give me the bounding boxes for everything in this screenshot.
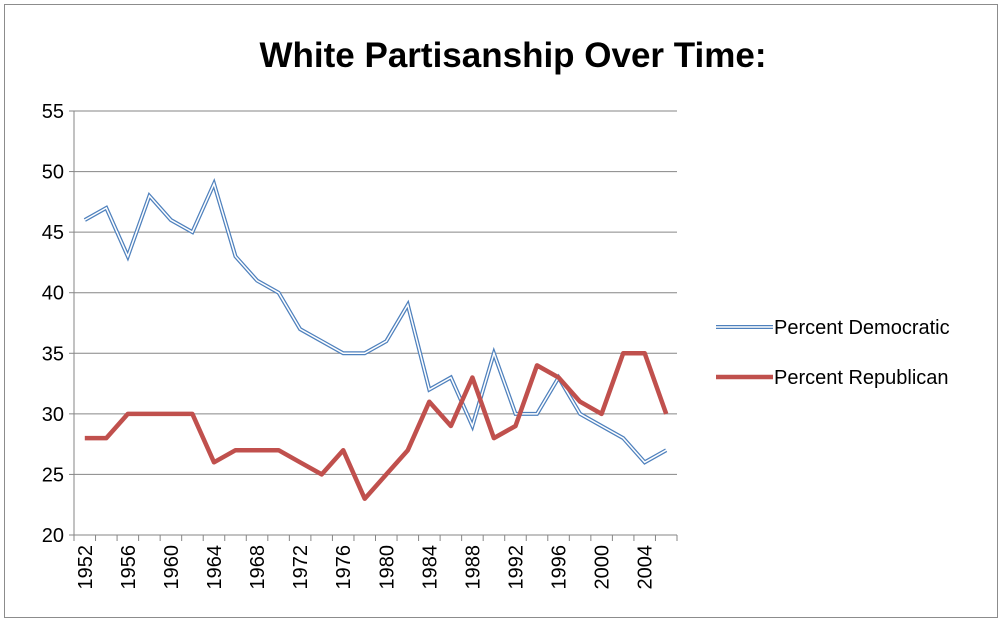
x-tick-label: 1996 (549, 545, 571, 590)
y-tick-label: 40 (42, 283, 64, 305)
x-tick-label: 1988 (462, 545, 484, 590)
series-democratic-line (83, 177, 668, 465)
chart-title: White Partisanship Over Time: (260, 36, 767, 75)
x-tick-label: 2004 (635, 545, 657, 590)
y-tick-label: 20 (42, 525, 64, 547)
chart-frame: White Partisanship Over Time: 20 25 30 35 40… (4, 4, 998, 618)
legend-label: Percent Democratic (774, 317, 950, 339)
y-tick-label: 55 (42, 101, 64, 123)
x-tick-label: 1964 (204, 545, 226, 590)
legend-item: Percent Republican (716, 367, 949, 389)
y-tick-label: 30 (42, 404, 64, 426)
legend-item: Percent Democratic (716, 317, 950, 339)
y-tick-label: 35 (42, 343, 64, 365)
x-tick-label: 1980 (376, 545, 398, 590)
line-chart: White Partisanship Over Time: 20 25 30 35 40… (42, 36, 950, 590)
x-tick-label: 1992 (505, 545, 527, 590)
x-tick-label: 1952 (75, 545, 97, 590)
x-tick-label: 1972 (290, 545, 312, 590)
y-tick-label: 25 (42, 464, 64, 486)
x-tick-label: 2000 (592, 545, 614, 590)
x-tick-label: 1968 (247, 545, 269, 590)
x-tick-label: 1976 (333, 545, 355, 590)
x-tick-label: 1960 (161, 545, 183, 590)
x-tick-label: 1956 (118, 545, 140, 590)
x-tick-label: 1984 (419, 545, 441, 590)
legend-label: Percent Republican (774, 367, 949, 389)
y-tick-label: 45 (42, 222, 64, 244)
y-tick-label: 50 (42, 162, 64, 184)
series-republican-line (84, 351, 669, 501)
